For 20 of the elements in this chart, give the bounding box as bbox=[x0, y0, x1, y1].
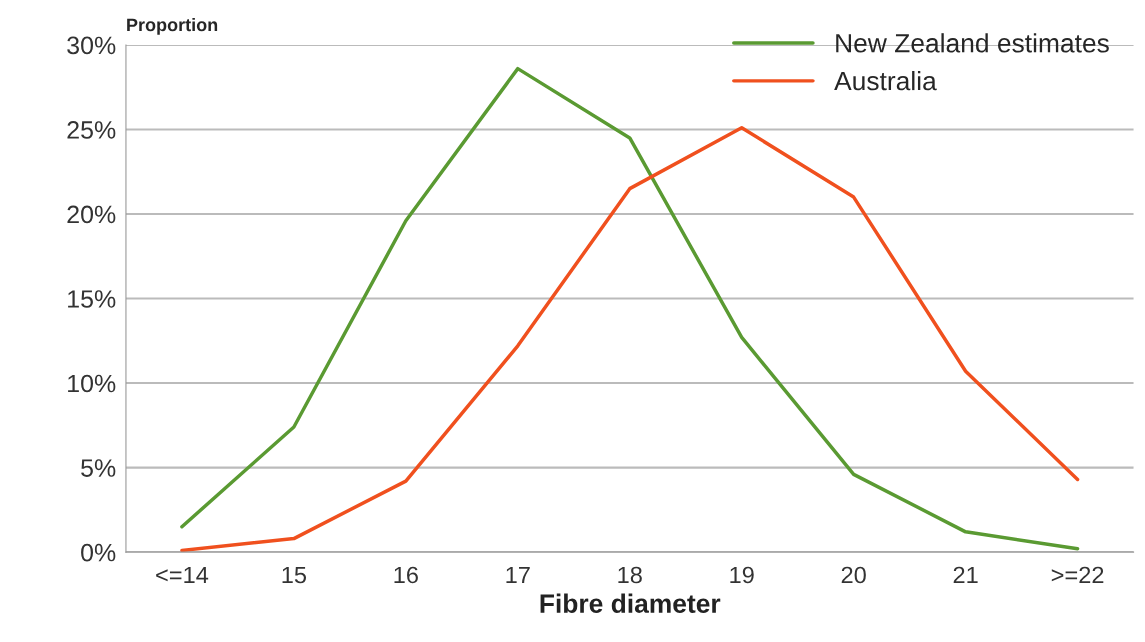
y-tick-label: 30% bbox=[67, 36, 116, 55]
y-tick-label: 20% bbox=[67, 205, 116, 224]
x-tick-label: 18 bbox=[618, 566, 642, 584]
x-tick-label: 20 bbox=[841, 566, 866, 584]
x-tick-label: 15 bbox=[282, 566, 307, 584]
y-tick-label: 5% bbox=[81, 459, 116, 477]
x-tick-label: 19 bbox=[730, 566, 754, 584]
x-tick-label: 16 bbox=[394, 566, 418, 584]
y-tick-label: 10% bbox=[68, 374, 116, 393]
y-axis-title: Proportion bbox=[127, 17, 218, 35]
x-tick-label: <=14 bbox=[156, 566, 209, 584]
y-tick-label: 15% bbox=[68, 290, 116, 308]
y-tick-label: 0% bbox=[81, 543, 116, 562]
x-tick-label: >=22 bbox=[1051, 566, 1104, 584]
x-tick-label: 21 bbox=[953, 566, 978, 584]
y-tick-label: 25% bbox=[67, 121, 116, 139]
x-axis-title: Fibre diameter bbox=[540, 593, 721, 613]
legend-label: New Zealand estimates bbox=[836, 33, 1109, 53]
legend-label: Australia bbox=[834, 70, 937, 91]
x-tick-label: 17 bbox=[506, 566, 530, 584]
